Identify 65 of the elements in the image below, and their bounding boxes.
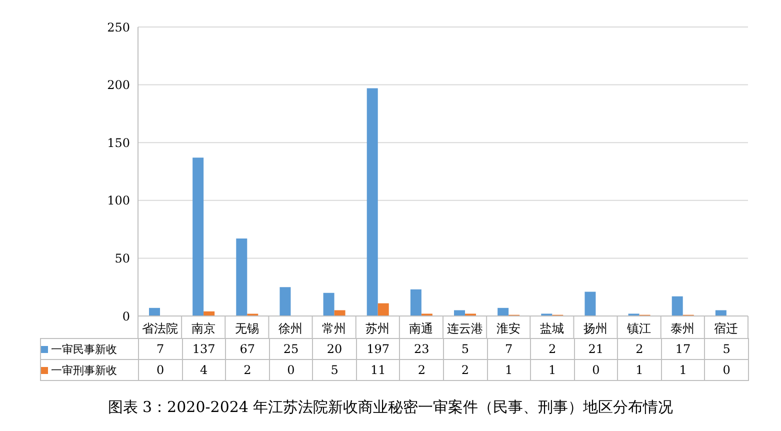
- x-tick-label: 南京: [191, 322, 216, 336]
- y-tick-label: 100: [107, 194, 130, 208]
- bar: [323, 292, 334, 316]
- y-tick-label: 250: [107, 20, 130, 34]
- data-label: 2: [530, 338, 574, 360]
- data-label: 0: [269, 360, 313, 380]
- text: 图表 3：2020-2024 年江苏法院新收商业秘密一审案件（民事、刑事）地区分布情况: [106, 398, 674, 417]
- data-label: 2: [400, 360, 444, 380]
- data-label: 20: [312, 338, 356, 360]
- bar: [672, 296, 683, 316]
- bar: [584, 292, 596, 316]
- bar: [378, 303, 389, 316]
- data-label: 7: [138, 338, 182, 360]
- bar: [334, 310, 346, 316]
- data-label: 197: [356, 338, 400, 360]
- x-tick-label: 常州: [322, 322, 346, 336]
- data-label: 0: [704, 360, 748, 380]
- x-tick-label: 徐州: [278, 322, 302, 336]
- x-tick-label: 淮安: [496, 322, 520, 336]
- data-label: 5: [704, 338, 748, 360]
- data-label: 2: [618, 338, 662, 360]
- bar: [192, 158, 204, 316]
- bar: [149, 308, 160, 316]
- bar: [410, 289, 422, 316]
- data-label: 25: [269, 338, 313, 360]
- data-label: 17: [661, 338, 705, 360]
- data-label: 21: [574, 338, 618, 360]
- y-tick-label: 150: [107, 136, 130, 150]
- data-label: 1: [530, 360, 574, 380]
- data-label: 7: [487, 338, 531, 360]
- bar: [498, 308, 509, 316]
- bar: [236, 238, 248, 316]
- data-label: 5: [312, 360, 356, 380]
- x-tick-label: 省法院: [142, 322, 178, 336]
- x-tick-label: 扬州: [584, 322, 608, 336]
- x-tick-label: 镇江: [626, 322, 652, 336]
- data-label: 1: [618, 360, 662, 380]
- data-label: 11: [356, 360, 400, 380]
- x-tick-label: 南通: [409, 322, 434, 336]
- y-tick-label: 50: [114, 251, 130, 266]
- x-tick-label: 宿迁: [714, 322, 738, 336]
- y-tick-label: 200: [107, 78, 130, 92]
- data-label: 2: [443, 360, 487, 380]
- data-label: 23: [400, 338, 444, 360]
- x-tick-label: 连云港: [446, 322, 483, 336]
- data-label: 137: [182, 338, 226, 360]
- data-label: 4: [182, 360, 226, 380]
- legend-label: 一审刑事新收: [50, 364, 117, 376]
- data-label: 1: [661, 360, 705, 380]
- x-tick-label: 无锡: [234, 322, 259, 336]
- bar: [366, 88, 378, 316]
- bar: [280, 287, 291, 316]
- data-label: 5: [443, 338, 487, 360]
- data-label: 1: [487, 360, 531, 380]
- x-tick-label: 苏州: [366, 322, 390, 336]
- data-label: 0: [574, 360, 618, 380]
- data-label: 0: [138, 360, 182, 380]
- x-tick-label: 泰州: [670, 322, 695, 336]
- data-label: 67: [226, 338, 270, 360]
- data-label: 2: [226, 360, 270, 380]
- bar: [454, 310, 465, 316]
- bar: [715, 310, 726, 316]
- x-tick-label: 盐城: [540, 322, 564, 336]
- legend-label: 一审民事新收: [50, 342, 117, 356]
- y-tick-label: 0: [122, 309, 130, 324]
